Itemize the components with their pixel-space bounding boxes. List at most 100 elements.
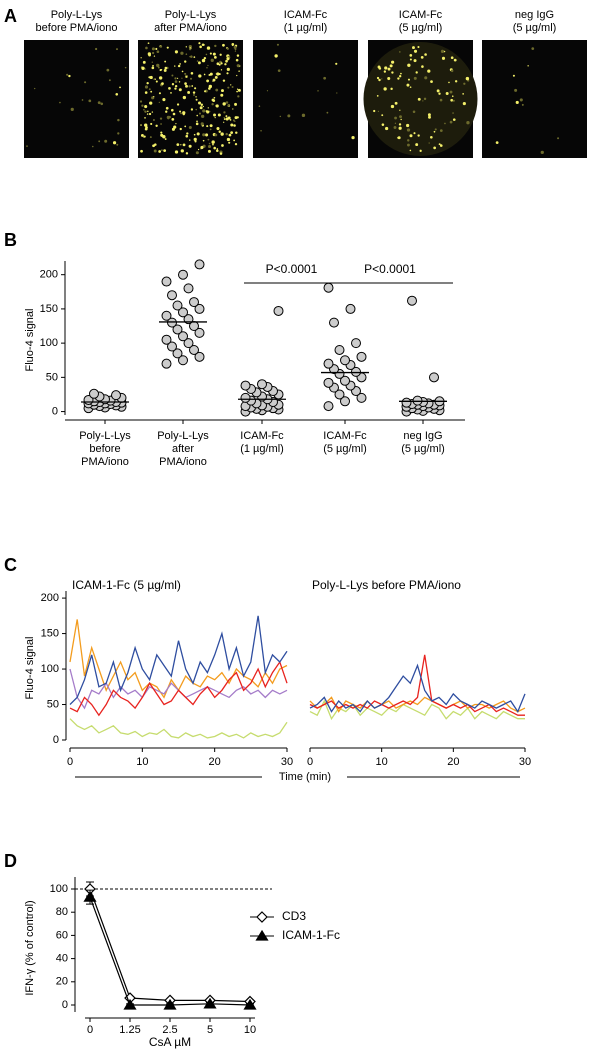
cell bbox=[180, 144, 182, 146]
cell bbox=[164, 138, 167, 140]
data-point bbox=[172, 300, 183, 311]
cell bbox=[178, 88, 182, 92]
cell bbox=[438, 92, 441, 95]
cell bbox=[385, 126, 389, 131]
data-point bbox=[189, 344, 199, 355]
cell bbox=[225, 115, 228, 118]
cell bbox=[407, 143, 410, 147]
cell bbox=[188, 125, 192, 129]
cell bbox=[391, 71, 394, 74]
cell bbox=[144, 116, 146, 119]
data-point bbox=[178, 355, 188, 366]
cell bbox=[222, 102, 226, 106]
cell bbox=[203, 73, 206, 76]
cell bbox=[198, 101, 202, 105]
cell bbox=[412, 46, 415, 50]
chart-title: ICAM-1-Fc (5 µg/ml) bbox=[72, 578, 181, 592]
cell bbox=[221, 144, 224, 147]
data-point bbox=[83, 890, 97, 902]
cell bbox=[180, 51, 184, 55]
legend-marker bbox=[255, 929, 269, 941]
cell bbox=[209, 124, 212, 126]
data-point bbox=[240, 392, 251, 403]
cell bbox=[193, 133, 196, 136]
cell bbox=[190, 55, 193, 58]
cell bbox=[220, 62, 223, 65]
cell bbox=[70, 107, 74, 112]
image-title: (1 µg/ml) bbox=[284, 22, 328, 34]
cell bbox=[406, 128, 411, 132]
cell bbox=[208, 84, 212, 89]
cell bbox=[182, 111, 186, 115]
data-point bbox=[178, 331, 188, 342]
cell bbox=[277, 69, 281, 73]
cell bbox=[216, 72, 220, 76]
cell bbox=[149, 75, 153, 80]
cell bbox=[177, 64, 181, 68]
cell bbox=[211, 98, 215, 102]
cell bbox=[420, 55, 424, 59]
cell bbox=[155, 124, 158, 127]
cell bbox=[206, 67, 208, 69]
cell bbox=[448, 81, 450, 84]
data-point bbox=[329, 317, 339, 328]
cell bbox=[159, 45, 163, 48]
data-point bbox=[243, 998, 257, 1010]
cell bbox=[213, 96, 216, 99]
cell bbox=[171, 108, 174, 112]
cell bbox=[409, 134, 413, 138]
cell bbox=[412, 110, 416, 114]
data-point bbox=[161, 358, 172, 369]
cell bbox=[168, 87, 171, 90]
data-point bbox=[401, 397, 412, 408]
data-point bbox=[161, 276, 172, 287]
cell bbox=[189, 139, 191, 141]
cell bbox=[233, 124, 236, 127]
data-point bbox=[183, 338, 194, 349]
x-tick-label: ICAM-Fc bbox=[323, 430, 367, 442]
cell bbox=[413, 76, 417, 80]
cell bbox=[117, 132, 120, 135]
cell bbox=[373, 109, 376, 113]
x-tick-label: Poly-L-Lys bbox=[79, 430, 131, 442]
cell bbox=[213, 113, 216, 117]
data-point bbox=[163, 998, 177, 1010]
cell bbox=[185, 152, 189, 155]
data-point bbox=[340, 375, 350, 386]
cell bbox=[202, 109, 206, 113]
cell bbox=[151, 47, 155, 51]
cell bbox=[146, 81, 149, 85]
cell bbox=[185, 75, 188, 78]
data-point bbox=[194, 303, 205, 314]
cell bbox=[393, 126, 397, 129]
y-tick-label: 40 bbox=[56, 953, 68, 965]
data-point bbox=[161, 334, 172, 345]
cell bbox=[153, 78, 156, 81]
image-title: ICAM-Fc bbox=[284, 9, 328, 21]
cell bbox=[172, 112, 176, 116]
cell bbox=[223, 121, 225, 123]
x-axis-label: Time (min) bbox=[279, 771, 331, 783]
image-title: neg IgG bbox=[515, 9, 554, 21]
cell bbox=[443, 50, 446, 53]
cell bbox=[214, 117, 216, 119]
cell bbox=[150, 90, 153, 93]
cell bbox=[209, 128, 212, 131]
cell bbox=[226, 57, 230, 61]
cell bbox=[203, 43, 205, 46]
x-tick-label: after bbox=[172, 443, 194, 455]
x-tick-label: 0 bbox=[67, 756, 73, 768]
cell bbox=[145, 46, 148, 50]
cell bbox=[527, 65, 529, 67]
cell bbox=[148, 88, 151, 91]
x-axis-label: CsA µM bbox=[149, 1035, 191, 1049]
cell bbox=[34, 87, 36, 90]
x-tick-label: 20 bbox=[447, 756, 459, 768]
y-tick-label: 150 bbox=[40, 303, 58, 315]
cell bbox=[104, 139, 108, 143]
cell bbox=[196, 114, 199, 117]
y-axis-label: IFN-γ (% of control) bbox=[24, 900, 36, 995]
cell bbox=[116, 48, 118, 51]
cell bbox=[222, 79, 226, 82]
cell bbox=[384, 66, 388, 70]
